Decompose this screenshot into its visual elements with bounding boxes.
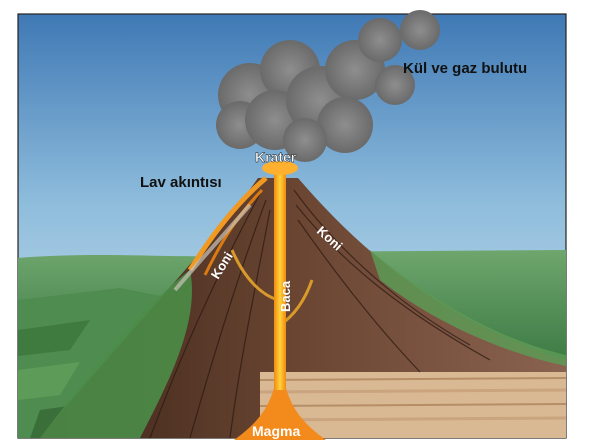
crater-glow: [262, 161, 298, 175]
slope-vegetation: [40, 270, 192, 438]
right-slope-vegetation: [370, 250, 566, 366]
vent-label: Baca: [278, 280, 293, 312]
volcano-cone: [40, 178, 566, 438]
magma-chamber: [234, 388, 326, 440]
crater-label: Krater: [255, 149, 297, 165]
ash-cloud: [216, 10, 440, 162]
magma-label: Magma: [252, 423, 300, 439]
lava-flow-streaks: [173, 176, 268, 292]
ash-cloud-label: Kül ve gaz bulutu: [403, 60, 527, 77]
lava-flow-label: Lav akıntısı: [140, 174, 222, 191]
cone-layers: [149, 189, 491, 439]
ground-strata: [259, 372, 567, 438]
main-vent: [274, 168, 286, 390]
